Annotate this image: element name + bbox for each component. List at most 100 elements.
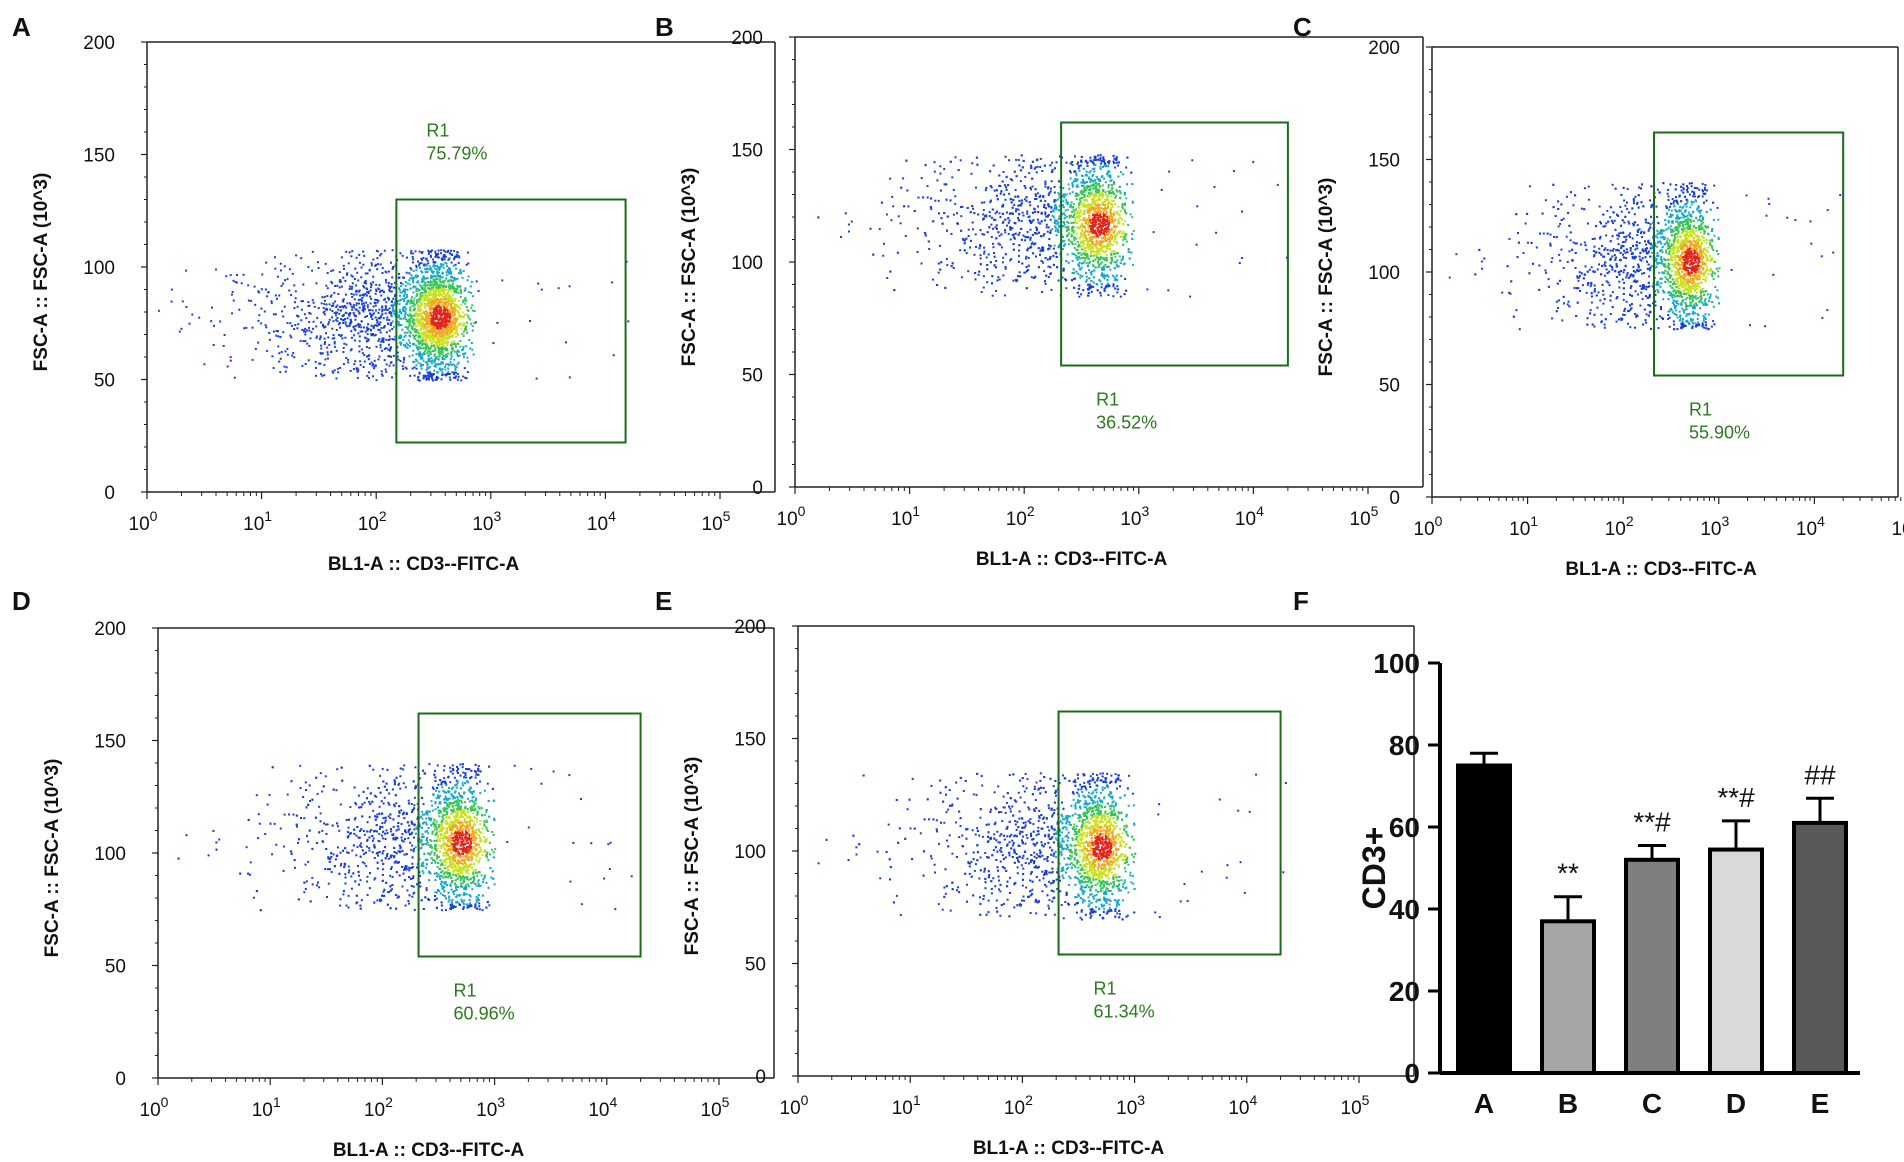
event-dot [967, 270, 970, 273]
event-dot [337, 323, 340, 326]
event-dot [344, 305, 346, 308]
event-dot [1005, 176, 1008, 179]
event-dot [381, 310, 384, 313]
event-dot [1050, 206, 1053, 209]
panel-letter: A [12, 12, 31, 42]
event-dot [959, 159, 962, 162]
event-dot [1085, 262, 1088, 264]
event-dot [432, 294, 435, 297]
event-dot [432, 278, 435, 281]
event-dot [457, 361, 460, 364]
event-dot [398, 324, 401, 327]
event-dot [451, 371, 454, 374]
event-dot [428, 330, 431, 333]
event-dot [900, 186, 903, 189]
event-dot [362, 263, 365, 266]
event-dot [240, 282, 243, 285]
event-dot [375, 309, 377, 312]
event-dot [444, 321, 447, 324]
event-dot [409, 308, 412, 311]
event-dot [421, 353, 424, 356]
event-dot [376, 250, 379, 253]
event-dot [364, 293, 367, 295]
event-dot [302, 340, 305, 343]
event-dot [409, 309, 412, 312]
event-dot [448, 364, 451, 367]
event-dot [360, 326, 363, 329]
event-dot [303, 313, 306, 316]
event-dot [223, 334, 226, 336]
event-dot [438, 291, 441, 294]
event-dot [285, 366, 288, 369]
event-dot [459, 268, 462, 271]
event-dot [429, 255, 432, 258]
event-dot [1099, 159, 1102, 162]
event-dot [1127, 250, 1130, 253]
event-dot [392, 297, 395, 300]
event-dot [442, 284, 445, 287]
event-dot [377, 339, 380, 342]
event-dot [372, 375, 374, 378]
event-dot [469, 285, 472, 288]
event-dot [980, 201, 983, 204]
event-dot [1078, 257, 1081, 260]
event-dot [407, 343, 410, 346]
event-dot [358, 261, 361, 264]
event-dot [418, 299, 421, 302]
event-dot [988, 211, 991, 214]
event-dot [426, 259, 429, 262]
event-dot [443, 354, 446, 357]
event-dot [388, 319, 391, 321]
event-dot [411, 321, 414, 324]
event-dot [956, 212, 958, 215]
event-dot [424, 350, 427, 353]
event-dot [1107, 265, 1110, 268]
event-dot [1084, 222, 1087, 225]
event-dot [440, 301, 443, 304]
event-dot [450, 290, 453, 293]
event-dot [390, 304, 393, 307]
event-dot [441, 371, 444, 374]
event-dot [1088, 277, 1091, 280]
event-dot [450, 304, 452, 307]
event-dot [422, 317, 425, 320]
event-dot [1101, 160, 1103, 163]
event-dot [1123, 192, 1126, 194]
event-dot [979, 254, 982, 257]
event-dot [342, 322, 345, 324]
event-dot [419, 292, 422, 295]
event-dot [1078, 170, 1081, 172]
event-dot [382, 326, 385, 329]
event-dot [1107, 294, 1110, 297]
event-dot [413, 336, 415, 339]
event-dot [453, 318, 456, 321]
event-dot [1102, 221, 1104, 224]
event-dot [446, 312, 449, 315]
event-dot [416, 339, 419, 342]
event-dot [430, 322, 433, 325]
event-dot [373, 359, 376, 362]
event-dot [470, 306, 473, 309]
event-dot [453, 331, 456, 334]
event-dot [443, 331, 446, 333]
event-dot [401, 365, 404, 368]
event-dot [954, 202, 957, 205]
event-dot [415, 367, 418, 370]
event-dot [360, 320, 363, 323]
event-dot [448, 303, 451, 305]
event-dot [1029, 238, 1032, 241]
event-dot [421, 280, 424, 283]
event-dot [375, 290, 378, 292]
event-dot [447, 334, 450, 337]
event-dot [453, 340, 456, 343]
event-dot [352, 311, 355, 314]
event-dot [957, 169, 960, 171]
event-dot [427, 371, 430, 374]
x-tick-base: 10 [1006, 509, 1027, 530]
event-dot [371, 318, 374, 320]
event-dot [428, 287, 431, 290]
event-dot [423, 334, 426, 337]
event-dot [1054, 167, 1056, 170]
event-dot [446, 372, 448, 375]
event-dot [982, 217, 985, 220]
